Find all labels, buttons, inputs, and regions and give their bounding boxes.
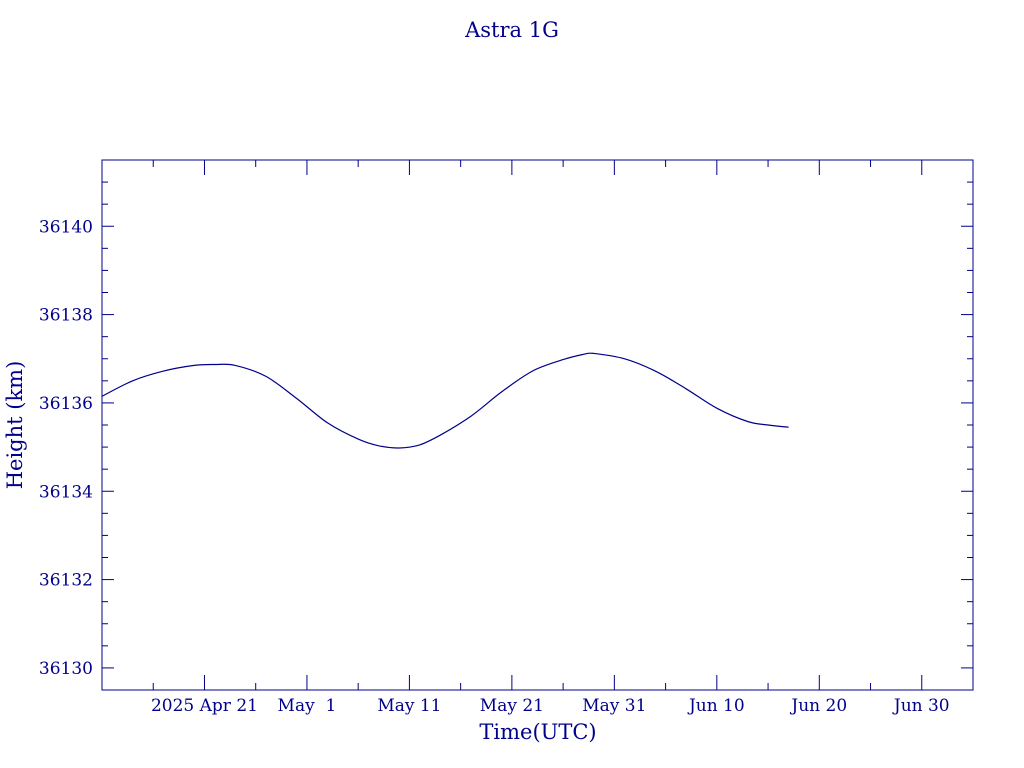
- x-tick-label: May 21: [480, 696, 544, 716]
- x-tick-label: Jun 30: [892, 696, 950, 716]
- y-tick-label: 36132: [39, 571, 93, 591]
- x-tick-label: May 11: [377, 696, 441, 716]
- x-tick-label: May 1: [278, 696, 337, 716]
- height-series-line: [101, 352, 789, 449]
- plot-frame: [101, 159, 974, 691]
- x-axis-tick-labels: 2025 Apr 21 May 1 May 11 May 21 May 31 Jun 10…: [151, 696, 950, 716]
- x-tick-label: May 31: [582, 696, 646, 716]
- x-axis-ticks: [101, 160, 974, 690]
- chart-title: Astra 1G: [464, 18, 559, 42]
- x-tick-label: Jun 20: [789, 696, 847, 716]
- y-axis-tick-labels: 36130 36132 36134 36136 36138 36140: [39, 217, 93, 679]
- x-axis-label: Time(UTC): [479, 720, 596, 744]
- x-tick-label: Jun 10: [687, 696, 745, 716]
- y-tick-label: 36130: [39, 659, 93, 679]
- y-tick-label: 36138: [39, 306, 93, 326]
- y-axis-ticks: [102, 159, 973, 691]
- y-tick-label: 36140: [39, 217, 93, 237]
- y-tick-label: 36134: [39, 482, 93, 502]
- x-tick-label: 2025 Apr 21: [151, 696, 258, 716]
- y-axis-label: Height (km): [3, 361, 27, 490]
- y-tick-label: 36136: [39, 394, 93, 414]
